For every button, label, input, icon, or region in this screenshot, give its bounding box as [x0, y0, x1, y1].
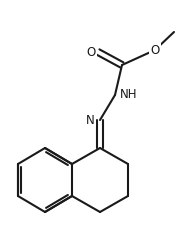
Text: O: O	[87, 45, 96, 59]
Text: N: N	[86, 114, 95, 126]
Text: O: O	[150, 43, 160, 57]
Text: NH: NH	[120, 89, 137, 101]
